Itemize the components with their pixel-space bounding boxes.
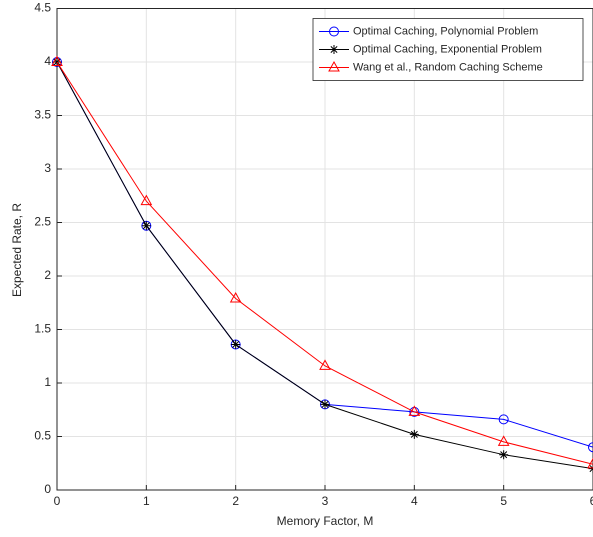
y-tick-label: 4: [44, 54, 51, 68]
marker: [499, 450, 509, 460]
marker: [497, 435, 510, 446]
marker: [588, 442, 593, 453]
marker: [409, 429, 419, 439]
marker: [319, 359, 331, 370]
y-tick-label: 0.5: [34, 429, 51, 443]
x-tick-label: 2: [232, 494, 239, 508]
x-tick-label: 4: [411, 494, 418, 508]
x-tick-label: 0: [54, 494, 61, 508]
series-line: [56, 61, 593, 465]
marker: [408, 405, 421, 416]
marker: [140, 194, 153, 206]
marker: [231, 339, 241, 349]
marker: [320, 399, 330, 409]
y-tick-label: 2.5: [34, 215, 51, 229]
y-tick-label: 3.5: [34, 108, 51, 122]
y-tick-label: 1: [44, 375, 51, 389]
marker: [329, 45, 339, 54]
y-tick-label: 2: [44, 268, 51, 282]
x-tick-label: 6: [590, 494, 593, 508]
y-axis-label: Expected Rate, R: [10, 203, 24, 297]
marker: [587, 457, 593, 469]
y-tick-label: 4.5: [34, 1, 51, 15]
marker: [141, 221, 151, 231]
x-tick-label: 5: [500, 494, 507, 508]
legend-label: Optimal Caching, Exponential Problem: [353, 43, 542, 55]
x-tick-label: 3: [322, 494, 329, 508]
x-tick-label: 1: [143, 494, 150, 508]
marker: [229, 291, 242, 303]
plot-frame: [56, 8, 593, 491]
marker: [329, 26, 339, 37]
y-tick-label: 0: [44, 482, 51, 496]
marker: [498, 414, 509, 425]
legend-label: Optimal Caching, Polynomial Problem: [353, 25, 538, 37]
marker: [51, 55, 63, 66]
marker: [328, 60, 340, 72]
legend-box: [312, 18, 584, 81]
legend-label: Wang et al., Random Caching Scheme: [353, 61, 543, 73]
y-tick-label: 1.5: [34, 322, 51, 336]
x-axis-label: Memory Factor, M: [277, 514, 374, 528]
y-tick-label: 3: [44, 161, 51, 175]
